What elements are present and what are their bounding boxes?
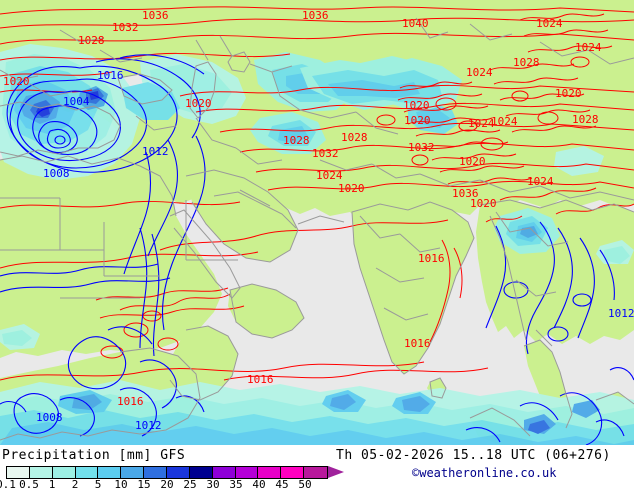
arabian-peninsula	[186, 170, 298, 262]
color-swatch	[29, 467, 53, 478]
color-swatch	[75, 467, 99, 478]
color-swatch	[189, 467, 213, 478]
isobar-label: 1024	[527, 175, 554, 188]
isobar-label: 1012	[135, 419, 162, 432]
isobar-label: 1040	[402, 17, 429, 30]
isobar-label: 1032	[408, 141, 435, 154]
isobar-label: 1020	[459, 155, 486, 168]
color-scale-swatches	[6, 466, 328, 479]
color-swatch	[281, 467, 305, 478]
isobar-label: 1024	[491, 115, 518, 128]
forecast-timestamp: Th 05-02-2026 15..18 UTC (06+276)	[336, 448, 611, 463]
color-scale-tick-label: 15	[137, 478, 151, 491]
isobar-label: 1008	[36, 411, 63, 424]
color-swatch	[98, 467, 122, 478]
isobar-high-layer	[0, 6, 634, 381]
color-scale-tick-label: 1	[48, 478, 56, 491]
copyright-notice: ©weatheronline.co.uk	[412, 466, 557, 480]
africa-landmass	[0, 156, 304, 440]
color-scale-tick-label: 35	[229, 478, 243, 491]
isobar-label: 1036	[142, 9, 169, 22]
precipitation-map[interactable]: 1036 1036 1032 1028 1040 1024 1028 1024 1020 1016…	[0, 0, 634, 445]
map-footer: Precipitation [mm] GFS Th 05-02-2026 15.…	[0, 445, 634, 490]
precipitation-layer	[0, 44, 634, 445]
isobar-label: 1016	[418, 252, 445, 265]
color-scale-tick-label: 25	[183, 478, 197, 491]
isobar-label: 1024	[468, 117, 495, 130]
isobar-label: 1032	[112, 21, 139, 34]
color-swatch	[167, 467, 190, 478]
isobar-label: 1024	[575, 41, 602, 54]
isobar-label: 1028	[78, 34, 105, 47]
isobar-label: 1036	[302, 9, 329, 22]
isobar-label: 1016	[97, 69, 124, 82]
color-scale-arrow	[328, 466, 344, 478]
isobar-label: 1016	[247, 373, 274, 386]
color-swatch	[258, 467, 282, 478]
isobar-label: 1004	[63, 95, 90, 108]
isobar-label: 1008	[43, 167, 70, 180]
color-scale-tick-label: 20	[160, 478, 174, 491]
color-scale-tick-label: 2	[71, 478, 79, 491]
color-swatch	[212, 467, 236, 478]
color-scale-tick-label: 40	[252, 478, 266, 491]
color-scale-tick-label: 10	[114, 478, 128, 491]
isobar-label: 1020	[185, 97, 212, 110]
isobar-label: 1020	[3, 75, 30, 88]
color-scale-tick-label: 50	[298, 478, 312, 491]
color-scale-tick-label: 45	[275, 478, 289, 491]
isobar-label: 1036	[452, 187, 479, 200]
isobar-label: 1024	[316, 169, 343, 182]
isobar-label: 1028	[513, 56, 540, 69]
isobar-label: 1016	[117, 395, 144, 408]
isobar-label: 1024	[466, 66, 493, 79]
color-swatch	[304, 467, 328, 478]
isobar-label: 1020	[470, 197, 497, 210]
isobar-label: 1020	[555, 87, 582, 100]
color-scale-tick-label: 30	[206, 478, 220, 491]
isobar-label: 1028	[283, 134, 310, 147]
north-africa	[0, 156, 222, 358]
color-swatch	[235, 467, 259, 478]
legend-title: Precipitation [mm] GFS	[2, 448, 186, 463]
isobar-label: 1020	[403, 99, 430, 112]
color-scale-tick-label: 5	[94, 478, 102, 491]
isobar-label: 1028	[572, 113, 599, 126]
horn-of-africa	[228, 284, 304, 338]
isobar-label: 1028	[341, 131, 368, 144]
isobar-label: 1012	[608, 307, 634, 320]
map-canvas	[0, 0, 634, 445]
color-swatch	[121, 467, 145, 478]
isobar-label: 1012	[142, 145, 169, 158]
coastline-border-layer	[0, 17, 634, 441]
isobar-label: 1024	[536, 17, 563, 30]
color-swatch	[144, 467, 168, 478]
color-scale-tick-label: 0.5	[19, 478, 39, 491]
isobar-label: 1020	[404, 114, 431, 127]
color-swatch	[52, 467, 76, 478]
isobar-label: 1016	[404, 337, 431, 350]
color-scale-tick-label: 0.1	[0, 478, 16, 491]
isobar-label: 1032	[312, 147, 339, 160]
color-swatch	[7, 467, 30, 478]
isobar-label: 1020	[338, 182, 365, 195]
